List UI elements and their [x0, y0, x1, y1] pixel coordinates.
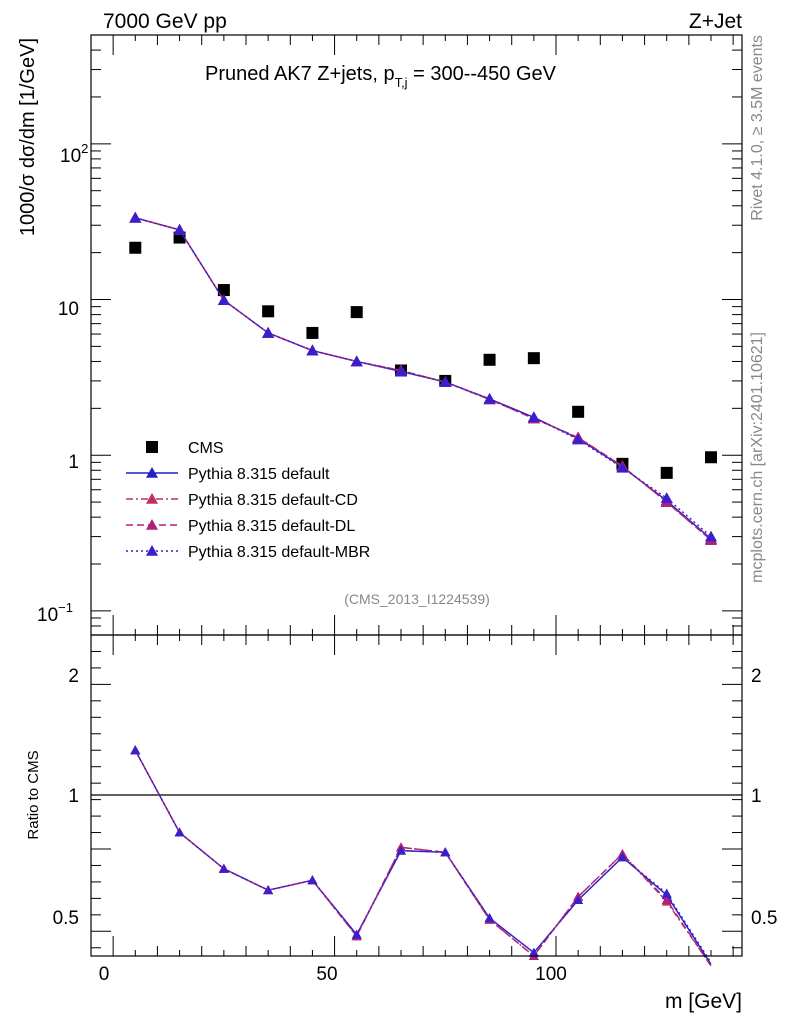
main-title-text: Pruned AK7 Z+jets, p — [205, 63, 395, 85]
legend-marker — [146, 519, 158, 530]
mc-data-point — [527, 411, 540, 423]
legend-entry: Pythia 8.315 default-DL — [126, 518, 355, 535]
legend-marker — [146, 467, 158, 478]
mcplots-label: mcplots.cern.ch [arXiv:2401.10621] — [749, 332, 766, 583]
legend-label: Pythia 8.315 default — [188, 466, 330, 483]
mc-data-point — [705, 530, 717, 542]
xlabel: m [GeV] — [665, 990, 742, 1013]
legend-entry: Pythia 8.315 default-CD — [126, 492, 358, 509]
ratio-point — [528, 947, 539, 957]
cms-data-point — [527, 352, 540, 365]
xtick-label-50: 50 — [316, 964, 337, 985]
main-series — [129, 211, 717, 545]
ratio-ytick-label-05-right: 0.5 — [751, 908, 777, 929]
ytick-label-10: 10 — [58, 299, 79, 320]
ratio-point — [307, 875, 318, 885]
mc-data-point — [660, 492, 673, 503]
mc-data-point — [129, 211, 142, 223]
ytick-label-1: 1 — [68, 452, 79, 473]
ratio-point — [174, 827, 185, 837]
ratio-ylabel: Ratio to CMS — [25, 750, 42, 839]
ratio-panel: 2 1 0.5 2 1 0.5 Ratio to CMS 0 50 100 m … — [25, 634, 777, 1013]
series-line — [135, 217, 712, 538]
ratio-ticks — [91, 635, 742, 956]
ratio-series — [130, 745, 712, 967]
legend-label: Pythia 8.315 default-DL — [188, 518, 355, 535]
legend-entry: CMS — [146, 440, 224, 457]
ratio-point — [617, 852, 628, 862]
main-panel: Pruned AK7 Z+jets, pT,j = 300--450 GeV 1… — [17, 34, 743, 636]
ytick-label-100: 102 — [60, 141, 88, 167]
ratio-ytick-label-1-left: 1 — [68, 786, 79, 807]
mc-data-point — [439, 376, 452, 387]
ratio-point — [351, 929, 362, 939]
ytick-label-01-exp: −1 — [58, 600, 73, 615]
header-left: 7000 GeV pp — [103, 10, 227, 33]
mc-data-point — [262, 326, 275, 338]
legend-marker — [146, 441, 158, 453]
ytick-label-01-base: 10 — [37, 605, 58, 626]
legend-label: CMS — [188, 440, 224, 457]
ratio-line — [134, 749, 712, 963]
ratio-point — [661, 895, 672, 905]
mc-data-point — [483, 392, 496, 404]
ytick-label-100-base: 10 — [60, 146, 81, 167]
legend-label: Pythia 8.315 default-CD — [188, 492, 358, 509]
mc-data-point — [572, 433, 585, 445]
cms-data-point — [262, 305, 275, 318]
ratio-point — [218, 863, 229, 873]
mc-data-point — [173, 223, 186, 235]
mc-data-point — [395, 365, 407, 377]
xtick-label-0: 0 — [99, 964, 110, 985]
cms-data-point — [350, 306, 363, 319]
ratio-line — [134, 749, 712, 967]
cms-data-point — [483, 353, 496, 366]
legend-marker — [146, 545, 158, 556]
legend-entry: Pythia 8.315 default-MBR — [126, 544, 370, 561]
ratio-series-3 — [130, 745, 712, 963]
cms-data-point — [705, 451, 717, 464]
header-right: Z+Jet — [689, 10, 742, 33]
ratio-ytick-label-1-right: 1 — [751, 786, 762, 807]
legend-marker — [146, 493, 158, 504]
ratio-frame — [90, 634, 743, 957]
main-title-subscript: T,j — [395, 75, 408, 90]
main-title: Pruned AK7 Z+jets, pT,j = 300--450 GeV — [205, 63, 557, 90]
rivet-label: Rivet 4.1.0, ≥ 3.5M events — [749, 35, 766, 221]
series-line — [135, 217, 712, 540]
mc-data-point — [217, 294, 230, 305]
ratio-point — [440, 847, 451, 857]
main-ticks — [91, 34, 742, 636]
ratio-point — [573, 895, 584, 905]
cms-data-point — [660, 466, 673, 479]
ratio-line — [134, 749, 712, 967]
mc-data-point — [306, 344, 319, 356]
main-title-rest: = 300--450 GeV — [408, 63, 557, 85]
cms-data-point — [572, 405, 585, 418]
cms-data-point — [306, 326, 319, 339]
ratio-ytick-label-2-left: 2 — [68, 666, 79, 687]
ratio-ytick-label-05-left: 0.5 — [53, 908, 79, 929]
ratio-point — [484, 913, 495, 923]
ratio-ytick-label-2-right: 2 — [751, 666, 762, 687]
ytick-label-01: 10−1 — [37, 600, 73, 626]
mc-data-point — [616, 461, 629, 473]
main-ylabel: 1000/σ dσ/dm [1/GeV] — [17, 38, 39, 236]
legend: CMS Pythia 8.315 default Pythia 8.315 defa… — [126, 440, 370, 561]
series-4 — [129, 211, 717, 542]
xtick-label-100: 100 — [535, 964, 567, 985]
ratio-point — [396, 845, 406, 855]
analysis-watermark: (CMS_2013_I1224539) — [344, 591, 490, 607]
legend-label: Pythia 8.315 default-MBR — [188, 544, 370, 561]
ratio-point — [263, 885, 274, 895]
mc-data-point — [350, 355, 363, 367]
cms-data-point — [129, 241, 142, 254]
legend-entry: Pythia 8.315 default — [126, 466, 330, 483]
cms-data-point — [217, 284, 230, 297]
ratio-point — [661, 888, 672, 898]
ratio-point — [130, 745, 141, 755]
ytick-label-100-exp: 2 — [81, 141, 88, 156]
